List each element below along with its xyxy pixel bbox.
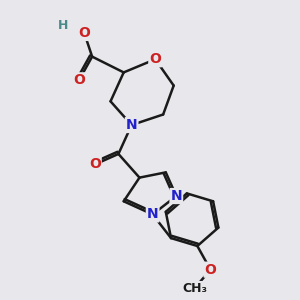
Text: N: N <box>147 207 158 221</box>
Text: O: O <box>205 263 216 277</box>
Text: CH₃: CH₃ <box>182 282 207 295</box>
Text: O: O <box>149 52 161 66</box>
Text: O: O <box>73 73 85 87</box>
Text: O: O <box>89 158 101 172</box>
Text: O: O <box>78 26 90 40</box>
Text: H: H <box>58 19 68 32</box>
Text: N: N <box>126 118 137 132</box>
Text: N: N <box>170 189 182 203</box>
